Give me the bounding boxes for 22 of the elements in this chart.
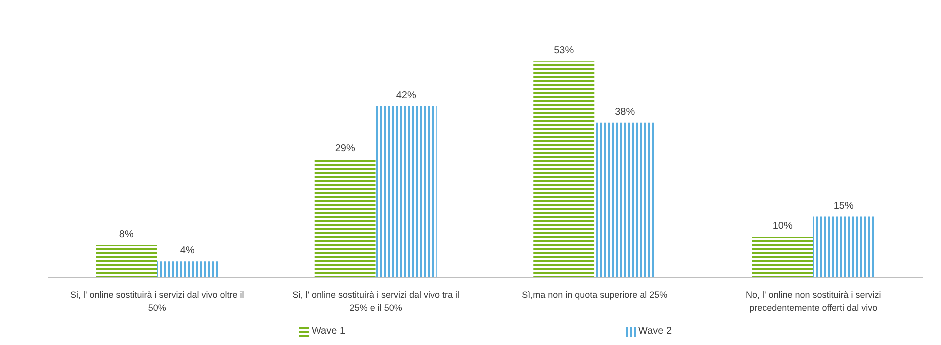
data-label: 4%: [180, 246, 195, 257]
x-tick-label: No, l' online non sostituirà i servizi precedentemente offerti dal vivo: [746, 290, 882, 313]
data-label: 8%: [119, 229, 134, 240]
x-tick-label: Si, l' online sostituirà i servizi dal vivo tra il 25% e il 50%: [292, 290, 460, 313]
bar: [157, 262, 218, 278]
bar: [314, 160, 376, 278]
bar: [752, 237, 814, 278]
data-label: 10%: [772, 221, 793, 232]
data-label: 29%: [335, 144, 356, 155]
bar: [376, 106, 437, 278]
x-tick-label: Si, l' online sostituirà i servizi dal vivo oltre il 50%: [70, 290, 244, 313]
x-tick-label: Sì,ma non in quota superiore al 25%: [522, 290, 668, 300]
bar: [96, 245, 158, 278]
legend-label: Wave 2: [638, 326, 672, 337]
legend-label: Wave 1: [310, 326, 346, 337]
data-label: 53%: [554, 46, 574, 57]
bar: [813, 216, 874, 278]
bar: [594, 122, 656, 278]
data-label: 38%: [615, 106, 636, 118]
data-label: 15%: [834, 200, 854, 212]
bar: [534, 62, 595, 278]
data-label: 42%: [396, 90, 416, 102]
